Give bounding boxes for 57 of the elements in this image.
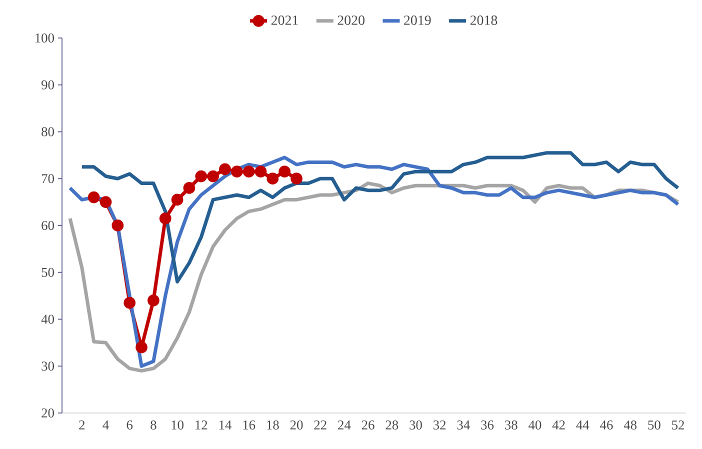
x-tick-label: 20 bbox=[290, 420, 303, 430]
y-tick-label: 40 bbox=[41, 314, 54, 324]
y-tick-label: 20 bbox=[42, 408, 54, 418]
x-tick-label: 46 bbox=[600, 420, 613, 430]
x-tick-label: 36 bbox=[481, 420, 494, 430]
point bbox=[266, 172, 279, 185]
y-tick-label: 30 bbox=[42, 362, 54, 371]
x-tick-label: 38 bbox=[505, 420, 518, 430]
y-tick-label: 80 bbox=[42, 127, 54, 136]
x-tick-label: 30 bbox=[410, 420, 422, 430]
point bbox=[112, 220, 124, 232]
y-tick-label: 70 bbox=[42, 174, 54, 184]
point bbox=[148, 294, 160, 306]
x-tick-label: 18 bbox=[267, 420, 279, 430]
point bbox=[278, 166, 291, 178]
legend-label: 2021 bbox=[271, 16, 298, 25]
x-tick-label: 40 bbox=[528, 420, 542, 430]
point bbox=[124, 296, 136, 309]
y-tick-label: 60 bbox=[42, 220, 54, 230]
legend-label: 2020 bbox=[338, 16, 365, 25]
x-tick-label: 26 bbox=[362, 420, 374, 430]
x-tick-label: 44 bbox=[576, 420, 590, 430]
x-tick-label: 14 bbox=[219, 420, 232, 430]
x-tick-label: 48 bbox=[624, 420, 637, 430]
point bbox=[195, 170, 208, 182]
x-tick-label: 2 bbox=[79, 420, 85, 430]
x-tick-label: 22 bbox=[314, 420, 326, 430]
y-tick-label: 50 bbox=[42, 268, 54, 277]
y-tick-label: 100 bbox=[36, 33, 54, 43]
point bbox=[230, 166, 243, 178]
point bbox=[207, 170, 219, 182]
point bbox=[242, 166, 255, 178]
point bbox=[136, 341, 148, 354]
x-tick-label: 32 bbox=[433, 420, 446, 430]
y-tick-label: 90 bbox=[41, 80, 54, 90]
point bbox=[183, 182, 196, 194]
point bbox=[219, 163, 231, 176]
x-tick-label: 16 bbox=[243, 420, 256, 430]
x-tick-label: 10 bbox=[172, 420, 184, 430]
x-tick-label: 12 bbox=[196, 420, 208, 430]
x-tick-label: 52 bbox=[672, 420, 684, 430]
x-tick-label: 50 bbox=[648, 420, 660, 430]
legend-label: 2019 bbox=[404, 16, 431, 25]
point bbox=[88, 191, 100, 204]
x-tick-label: 4 bbox=[102, 420, 109, 430]
x-tick-label: 34 bbox=[457, 420, 470, 430]
point bbox=[171, 194, 184, 206]
point bbox=[254, 166, 267, 178]
x-tick-label: 28 bbox=[386, 420, 398, 430]
point bbox=[159, 212, 172, 224]
point bbox=[290, 172, 302, 185]
x-tick-label: 24 bbox=[338, 420, 351, 430]
legend-label: 2018 bbox=[470, 16, 498, 25]
x-tick-label: 8 bbox=[150, 420, 156, 430]
x-tick-label: 42 bbox=[552, 420, 565, 430]
x-tick-label: 6 bbox=[126, 420, 133, 430]
point bbox=[100, 196, 112, 208]
